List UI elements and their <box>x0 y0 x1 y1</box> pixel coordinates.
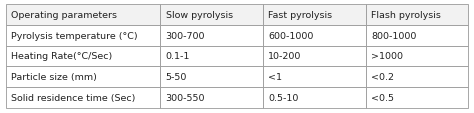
Bar <box>365 67 468 88</box>
Text: Fast pyrolysis: Fast pyrolysis <box>268 11 333 19</box>
Text: 800-1000: 800-1000 <box>371 31 417 40</box>
Text: <0.5: <0.5 <box>371 94 394 102</box>
Bar <box>365 25 468 46</box>
Bar <box>6 25 160 46</box>
Text: 5-50: 5-50 <box>165 73 187 82</box>
Bar <box>6 46 160 67</box>
Text: 0.1-1: 0.1-1 <box>165 52 190 61</box>
Bar <box>160 25 263 46</box>
Bar <box>365 46 468 67</box>
Text: <0.2: <0.2 <box>371 73 394 82</box>
Bar <box>160 46 263 67</box>
Text: 600-1000: 600-1000 <box>268 31 314 40</box>
Text: 10-200: 10-200 <box>268 52 302 61</box>
Bar <box>365 88 468 108</box>
Text: Solid residence time (Sec): Solid residence time (Sec) <box>11 94 136 102</box>
Text: 0.5-10: 0.5-10 <box>268 94 299 102</box>
Text: Heating Rate(°C/Sec): Heating Rate(°C/Sec) <box>11 52 113 61</box>
Text: Pyrolysis temperature (°C): Pyrolysis temperature (°C) <box>11 31 138 40</box>
Text: 300-700: 300-700 <box>165 31 205 40</box>
Bar <box>160 67 263 88</box>
Bar <box>263 88 365 108</box>
Bar <box>6 67 160 88</box>
Text: Particle size (mm): Particle size (mm) <box>11 73 97 82</box>
Bar <box>160 5 263 25</box>
Bar <box>365 5 468 25</box>
Bar <box>263 46 365 67</box>
Bar <box>263 5 365 25</box>
Bar <box>160 88 263 108</box>
Text: <1: <1 <box>268 73 283 82</box>
Bar <box>263 25 365 46</box>
Text: Slow pyrolysis: Slow pyrolysis <box>165 11 233 19</box>
Bar <box>6 5 160 25</box>
Text: Operating parameters: Operating parameters <box>11 11 118 19</box>
Text: >1000: >1000 <box>371 52 403 61</box>
Bar <box>6 88 160 108</box>
Text: Flash pyrolysis: Flash pyrolysis <box>371 11 441 19</box>
Text: 300-550: 300-550 <box>165 94 205 102</box>
Bar <box>263 67 365 88</box>
